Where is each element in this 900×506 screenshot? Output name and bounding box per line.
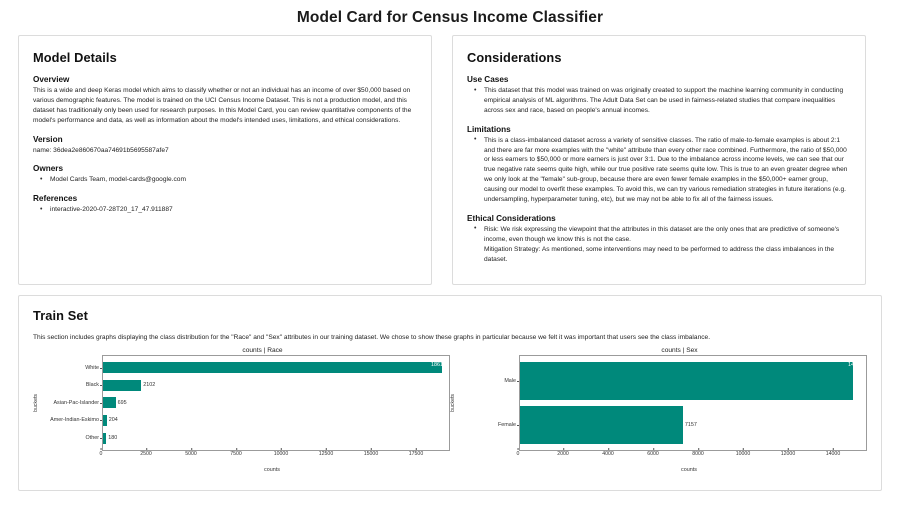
- y-tick-label: Other: [42, 435, 102, 441]
- x-tick-label: 14000: [825, 447, 841, 457]
- train-set-charts: counts | Race buckets White Black Asian-Pac-…: [33, 347, 867, 473]
- chart-y-tick-labels: White Black Asian-Pac-Islander Amer-Indian-…: [42, 355, 102, 451]
- bar-value-label: 7157: [684, 421, 697, 428]
- chart-y-axis-label: buckets: [33, 393, 39, 412]
- bar: [103, 397, 116, 409]
- bar: 18610: [103, 362, 446, 374]
- references-list: interactive-2020-07-28T20_17_47.911887: [33, 205, 417, 215]
- x-tick-label: 12500: [318, 447, 334, 457]
- overview-text: This is a wide and deep Keras model whic…: [33, 87, 412, 124]
- bar-value-label: 695: [117, 399, 127, 406]
- chart-title: counts | Race: [242, 346, 283, 354]
- x-tick-label: 15000: [363, 447, 379, 457]
- bar-row: 180: [103, 432, 449, 444]
- owner-item: Model Cards Team, model-cards@google.com: [40, 175, 417, 185]
- x-tick-label: 8000: [692, 447, 704, 457]
- x-tick-label: 4000: [602, 447, 614, 457]
- sex-chart: counts | Sex buckets Male Female 14634 7157 0 2…: [450, 347, 867, 473]
- chart-x-axis-label: counts: [264, 466, 280, 473]
- limitations-list: This is a class-imbalanced dataset acros…: [467, 135, 851, 205]
- chart-plot-area: 18610 2102 695 204 180: [102, 354, 450, 451]
- version-value: name: 36dea2e860670aa74691b5695587afe7: [33, 146, 169, 154]
- x-tick-label: 12000: [780, 447, 796, 457]
- bar-value-label: 18610: [431, 362, 446, 369]
- chart-x-axis: 0 2500 5000 7500 10000 12500 15000 17500: [99, 447, 450, 467]
- x-tick-label: 5000: [185, 447, 197, 457]
- bar: [520, 405, 683, 444]
- chart-x-axis-label: counts: [681, 466, 697, 473]
- bar-row: 2102: [103, 379, 449, 391]
- owners-list: Model Cards Team, model-cards@google.com: [33, 175, 417, 185]
- train-set-card: Train Set This section includes graphs d…: [18, 295, 882, 491]
- train-set-heading: Train Set: [33, 308, 88, 323]
- bar-row: 18610: [103, 362, 449, 374]
- race-chart: counts | Race buckets White Black Asian-Pac-…: [33, 347, 450, 473]
- x-tick-label: 7500: [230, 447, 242, 457]
- ethical-considerations-list: Risk: We risk expressing the viewpoint t…: [467, 224, 851, 265]
- use-cases-heading: Use Cases: [467, 75, 509, 84]
- y-tick-label: White: [42, 365, 102, 371]
- train-set-description: This section includes graphs displaying …: [33, 334, 711, 341]
- limitations-heading: Limitations: [467, 124, 511, 134]
- bar-value-label: 14634: [848, 361, 863, 368]
- bar-row: 695: [103, 397, 449, 409]
- bar-value-label: 2102: [143, 382, 156, 389]
- model-details-card: Model Details Overview This is a wide an…: [18, 35, 432, 285]
- bar-value-label: 204: [108, 417, 118, 424]
- considerations-heading: Considerations: [467, 50, 562, 65]
- chart-x-axis: 0 2000 4000 6000 8000 10000 12000 14000: [516, 447, 867, 467]
- overview-heading: Overview: [33, 75, 70, 84]
- x-tick-label: 6000: [647, 447, 659, 457]
- y-tick-label: Black: [42, 382, 102, 388]
- bar-row: 7157: [520, 405, 866, 444]
- bar: [103, 432, 107, 444]
- bar: [103, 379, 142, 391]
- x-tick-label: 17500: [408, 447, 424, 457]
- page-title: Model Card for Census Income Classifier: [296, 9, 604, 26]
- y-tick-label: Female: [459, 422, 519, 428]
- x-tick-label: 10000: [273, 447, 289, 457]
- version-heading: Version: [33, 134, 63, 144]
- limitation-item: This is a class-imbalanced dataset acros…: [474, 135, 851, 205]
- model-details-heading: Model Details: [33, 50, 117, 65]
- owners-heading: Owners: [33, 164, 64, 174]
- y-tick-label: Male: [459, 378, 519, 384]
- chart-y-axis-label: buckets: [450, 393, 456, 412]
- reference-item: interactive-2020-07-28T20_17_47.911887: [40, 205, 417, 215]
- x-tick-label: 0: [516, 447, 520, 457]
- x-tick-label: 2000: [557, 447, 569, 457]
- chart-title: counts | Sex: [661, 346, 698, 354]
- ethical-considerations-heading: Ethical Considerations: [467, 213, 556, 223]
- y-tick-label: Asian-Pac-Islander: [42, 400, 102, 406]
- bar: 14634: [520, 361, 863, 400]
- x-tick-label: 10000: [735, 447, 751, 457]
- use-cases-list: This dataset that this model was trained…: [467, 86, 851, 116]
- bar: [103, 414, 107, 426]
- use-case-item: This dataset that this model was trained…: [474, 86, 851, 116]
- considerations-card: Considerations Use Cases This dataset th…: [452, 35, 866, 285]
- top-cards-row: Model Details Overview This is a wide an…: [0, 35, 900, 285]
- ethical-consideration-item: Risk: We risk expressing the viewpoint t…: [474, 224, 851, 265]
- references-heading: References: [33, 194, 78, 203]
- bar-row: 14634: [520, 361, 866, 400]
- x-tick-label: 2500: [140, 447, 152, 457]
- chart-y-tick-labels: Male Female: [459, 355, 519, 451]
- x-tick-label: 0: [99, 447, 103, 457]
- y-tick-label: Amer-Indian-Eskimo: [42, 417, 102, 423]
- bar-row: 204: [103, 414, 449, 426]
- bar-value-label: 180: [108, 435, 118, 442]
- chart-plot-area: 14634 7157: [519, 354, 867, 451]
